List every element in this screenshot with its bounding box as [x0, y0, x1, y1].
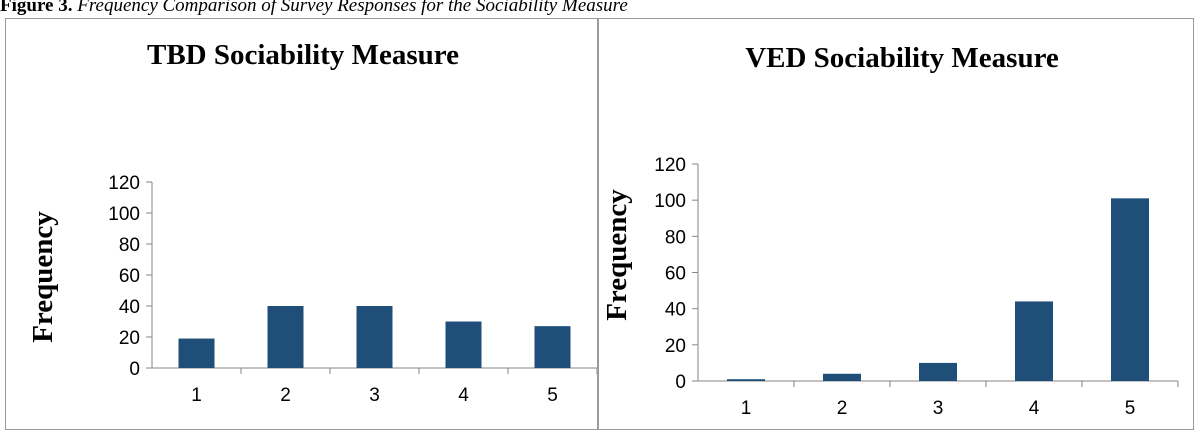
bars [727, 198, 1149, 381]
ved-chart-panel: VED Sociability Measure Frequency 0 20 40 6… [598, 18, 1194, 430]
y-tick-label: 0 [129, 359, 140, 380]
x-tick-label: 4 [1029, 398, 1040, 419]
x-axis-ticks: 1 2 3 4 5 [741, 398, 1136, 419]
x-tick-label: 2 [280, 385, 291, 406]
tbd-chart-panel: TBD Sociability Measure Frequency 0 20 40 6… [5, 18, 598, 430]
y-axis-label: Frequency [601, 189, 633, 321]
bars [178, 306, 571, 368]
figure-caption-text: Frequency Comparison of Survey Responses… [77, 0, 628, 16]
bar-1 [178, 338, 215, 368]
x-tick-label: 3 [369, 385, 380, 406]
bar-3 [919, 362, 957, 381]
figure-caption: Figure 3. Frequency Comparison of Survey… [0, 0, 1196, 16]
bar-5 [1111, 198, 1149, 381]
y-tick-label: 0 [675, 372, 686, 393]
x-tick-label: 5 [547, 385, 558, 406]
y-tick-label: 40 [119, 297, 140, 318]
chart-title: VED Sociability Measure [745, 42, 1059, 74]
y-axis-ticks: 0 20 40 60 80 100 120 [654, 155, 698, 393]
y-tick-label: 40 [665, 300, 686, 321]
x-tick-label: 2 [837, 398, 848, 419]
chart-title: TBD Sociability Measure [147, 39, 459, 71]
bar-5 [534, 326, 571, 368]
axes [692, 164, 1179, 387]
x-tick-label: 1 [191, 385, 202, 406]
y-axis-label: Frequency [27, 211, 59, 343]
y-tick-label: 120 [108, 173, 140, 194]
ved-bar-chart: VED Sociability Measure Frequency 0 20 40 6… [601, 42, 1179, 419]
x-tick-label: 3 [933, 398, 944, 419]
y-tick-label: 20 [119, 328, 140, 349]
y-tick-label: 60 [119, 266, 140, 287]
y-tick-label: 100 [654, 191, 686, 212]
x-tick-label: 5 [1125, 398, 1136, 419]
bar-2 [267, 306, 304, 368]
y-axis-ticks: 0 20 40 60 80 100 120 [108, 173, 152, 380]
tbd-bar-chart: TBD Sociability Measure Frequency 0 20 40 6… [27, 39, 598, 406]
bar-2 [823, 373, 861, 381]
bar-4 [445, 321, 482, 368]
bar-3 [356, 306, 393, 368]
figure-caption-label: Figure 3. [0, 0, 73, 16]
x-axis-ticks: 1 2 3 4 5 [191, 385, 558, 406]
x-tick-label: 4 [458, 385, 469, 406]
y-tick-label: 120 [654, 155, 686, 176]
y-tick-label: 60 [665, 264, 686, 285]
bar-4 [1015, 301, 1053, 381]
y-tick-label: 20 [665, 336, 686, 357]
bar-1 [727, 379, 765, 381]
y-tick-label: 80 [119, 235, 140, 256]
x-tick-label: 1 [741, 398, 752, 419]
y-tick-label: 100 [108, 204, 140, 225]
y-tick-label: 80 [665, 227, 686, 248]
